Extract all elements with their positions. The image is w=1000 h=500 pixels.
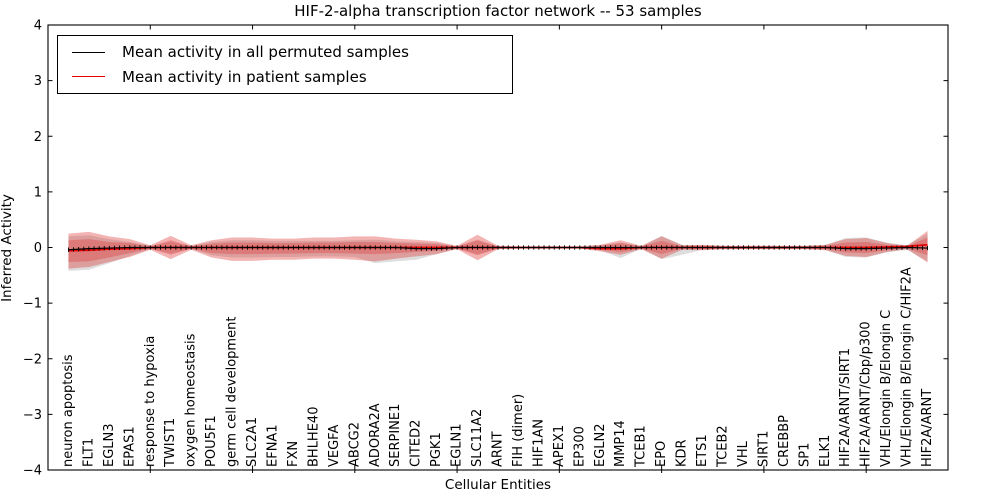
x-category-label: CREBBP [777, 415, 792, 467]
x-category-label: HIF2A/ARNT/SIRT1 [838, 348, 853, 467]
legend-item-permuted: Mean activity in all permuted samples [72, 40, 512, 64]
y-tick-label: 2 [34, 130, 42, 145]
chart-title: HIF-2-alpha transcription factor network… [294, 2, 702, 20]
band-patient-outer-range [68, 230, 928, 269]
y-tick-label: 3 [34, 74, 42, 89]
x-category-label: KDR [675, 439, 690, 467]
x-category-label: SIRT1 [756, 431, 771, 467]
x-category-label: POU5F1 [204, 415, 219, 467]
x-category-label: TWIST1 [163, 418, 178, 468]
x-category-label: SERPINE1 [388, 404, 403, 467]
x-category-label: neuron apoptosis [61, 354, 76, 467]
x-category-label: EGLN2 [593, 423, 608, 467]
x-category-label: germ cell development [225, 317, 240, 467]
x-category-label: VHL [736, 440, 751, 467]
x-category-label: ARNT [491, 431, 506, 467]
x-category-label: EGLN3 [102, 423, 117, 467]
x-category-label: HIF2A/ARNT/Cbp/p300 [859, 321, 874, 467]
x-category-label: EPO [654, 441, 669, 467]
x-category-label: EFNA1 [266, 424, 281, 467]
legend-line-patient-icon [72, 76, 105, 78]
legend-item-patient: Mean activity in patient samples [72, 65, 512, 89]
x-category-label: TCEB2 [716, 425, 731, 468]
legend-label-patient: Mean activity in patient samples [122, 67, 367, 86]
y-tick-label: −1 [23, 297, 42, 312]
x-category-label: response to hypoxia [143, 336, 158, 467]
y-tick-label: −4 [23, 464, 42, 479]
y-tick-label: −2 [23, 352, 42, 367]
x-category-label: ADORA2A [368, 403, 383, 467]
x-category-label: MMP14 [613, 420, 628, 467]
x-axis-label: Cellular Entities [444, 477, 552, 493]
x-category-label: EP300 [572, 426, 587, 467]
x-category-label: SLC2A1 [245, 417, 260, 467]
x-category-label: FXN [286, 441, 301, 467]
y-tick-label: −3 [23, 408, 42, 423]
band-patient-inner-range [68, 237, 928, 262]
x-category-label: oxygen homeostasis [184, 333, 199, 467]
x-category-label: FLT1 [81, 438, 96, 467]
y-tick-label: 1 [34, 185, 42, 200]
x-category-label: VHL/Elongin B/Elongin C [879, 310, 894, 467]
x-category-label: ETS1 [695, 434, 710, 467]
x-category-label: EPAS1 [122, 426, 137, 467]
x-category-label: ABCG2 [347, 422, 362, 467]
legend-label-permuted: Mean activity in all permuted samples [122, 43, 409, 62]
x-category-label: PGK1 [429, 432, 444, 467]
x-category-label: VHL/Elongin B/Elongin C/HIF2A [900, 267, 915, 467]
x-category-label: BHLHE40 [306, 407, 321, 467]
y-tick-label: 0 [34, 241, 42, 256]
x-category-label: ELK1 [818, 435, 833, 467]
x-category-label: HIF2A/ARNT [920, 389, 935, 467]
x-category-label: FIH (dimer) [511, 394, 526, 467]
x-category-label: SP1 [797, 443, 812, 467]
x-category-label: TCEB1 [634, 425, 649, 468]
x-category-label: APEX1 [552, 425, 567, 467]
x-category-label: SLC11A2 [470, 409, 485, 467]
legend-line-permuted-icon [72, 51, 105, 53]
y-tick-label: 4 [34, 19, 42, 34]
x-category-label: CITED2 [409, 420, 424, 467]
x-category-label: HIF1AN [531, 419, 546, 467]
x-category-label: EGLN1 [450, 423, 465, 467]
band-permuted-sample-range [68, 233, 928, 271]
x-category-label: VEGFA [327, 425, 342, 467]
legend: Mean activity in all permuted samples Me… [57, 35, 513, 94]
